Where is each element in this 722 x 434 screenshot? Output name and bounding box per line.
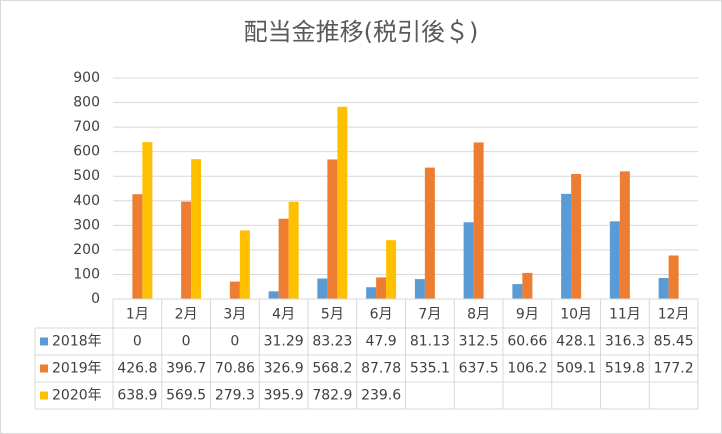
table-value: 569.5: [166, 388, 206, 404]
bar: [376, 277, 387, 299]
bar: [609, 221, 620, 299]
table-value: 81.13: [410, 334, 450, 350]
x-tick-label: 4月: [272, 307, 295, 323]
bar: [132, 194, 143, 299]
table-value: 239.6: [361, 388, 401, 404]
y-tick-label: 800: [73, 95, 100, 111]
legend-label: 2019年: [52, 361, 102, 377]
bar: [512, 284, 523, 299]
y-tick-label: 900: [73, 70, 100, 86]
chart-title: 配当金推移(税引後＄): [244, 18, 479, 46]
bar: [229, 281, 240, 299]
table-value: 47.9: [366, 334, 397, 350]
table-value: 426.8: [117, 361, 157, 377]
table-value: 0: [230, 334, 239, 350]
table-value: 637.5: [459, 361, 499, 377]
legend-key: [40, 337, 48, 346]
legend-label: 2020年: [52, 388, 102, 404]
table-value: 316.3: [605, 334, 645, 350]
bar: [658, 278, 669, 299]
table-value: 0: [133, 334, 142, 350]
y-tick-label: 200: [73, 242, 100, 258]
y-tick-label: 500: [73, 168, 100, 184]
table-value: 428.1: [556, 334, 596, 350]
x-tick-label: 7月: [418, 307, 441, 323]
table-value: 83.23: [312, 334, 352, 350]
table-value: 395.9: [264, 388, 304, 404]
bar: [366, 287, 377, 299]
y-tick-label: 700: [73, 119, 100, 135]
legend-key: [40, 364, 48, 373]
bar: [571, 173, 582, 299]
y-tick-label: 400: [73, 193, 100, 209]
x-tick-label: 1月: [126, 307, 149, 323]
x-tick-label: 5月: [321, 307, 344, 323]
legend-key: [40, 391, 48, 400]
x-tick-label: 6月: [370, 307, 393, 323]
bar: [181, 201, 192, 299]
x-tick-label: 10月: [560, 307, 592, 323]
bar: [473, 142, 484, 299]
x-tick-label: 11月: [609, 307, 641, 323]
bar: [337, 106, 348, 300]
bar: [522, 272, 533, 299]
bar: [463, 222, 474, 299]
bar: [317, 278, 328, 299]
table-value: 31.29: [264, 334, 304, 350]
table-value: 638.9: [117, 388, 157, 404]
bar: [191, 159, 202, 299]
bar: [424, 167, 435, 299]
table-value: 0: [182, 334, 191, 350]
table-value: 60.66: [507, 334, 547, 350]
x-tick-label: 8月: [467, 307, 490, 323]
bar: [327, 159, 338, 299]
table-value: 70.86: [215, 361, 255, 377]
y-tick-label: 100: [73, 266, 100, 282]
y-tick-label: 600: [73, 144, 100, 160]
table-value: 509.1: [556, 361, 596, 377]
x-tick-label: 2月: [175, 307, 198, 323]
bar: [278, 218, 289, 299]
table-value: 326.9: [264, 361, 304, 377]
bar: [142, 142, 153, 299]
x-tick-label: 12月: [658, 307, 690, 323]
bar: [619, 171, 630, 299]
table-value: 568.2: [312, 361, 352, 377]
table-value: 279.3: [215, 388, 255, 404]
table-value: 177.2: [654, 361, 694, 377]
bar: [239, 230, 250, 299]
y-tick-label: 0: [91, 291, 100, 307]
table-value: 87.78: [361, 361, 401, 377]
bar: [561, 193, 572, 299]
table-value: 106.2: [507, 361, 547, 377]
table-value: 535.1: [410, 361, 450, 377]
x-tick-label: 9月: [516, 307, 539, 323]
legend-label: 2018年: [52, 334, 102, 350]
table-value: 396.7: [166, 361, 206, 377]
table-value: 782.9: [312, 388, 352, 404]
table-value: 519.8: [605, 361, 645, 377]
bar: [414, 279, 425, 299]
table-value: 312.5: [459, 334, 499, 350]
bar: [288, 201, 299, 299]
y-tick-label: 300: [73, 217, 100, 233]
bar: [268, 291, 279, 299]
x-tick-label: 3月: [223, 307, 246, 323]
bar: [668, 255, 679, 299]
bar: [386, 240, 397, 299]
table-value: 85.45: [654, 334, 694, 350]
